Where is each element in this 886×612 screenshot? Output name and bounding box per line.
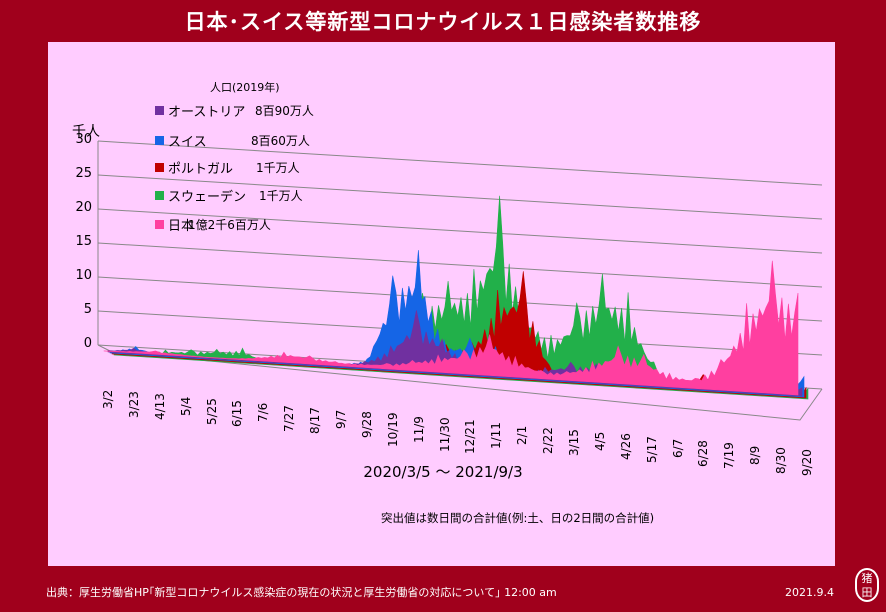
y-tick-label: 10 — [75, 268, 92, 283]
legend-population: 1千万人 — [259, 189, 303, 203]
legend-item: スイス 8百60万人 — [155, 131, 310, 150]
gridline-30 — [97, 140, 823, 186]
x-tick-label: 9/28 — [359, 411, 374, 439]
chart-grid — [97, 140, 823, 421]
legend-swatch — [155, 136, 164, 145]
gridline-10 — [97, 276, 823, 322]
chart-panel — [48, 42, 835, 566]
legend-item: ポルトガル 1千万人 — [155, 158, 300, 177]
x-tick-label: 3/2 — [101, 389, 115, 409]
legend-item: スウェーデン 1千万人 — [155, 186, 303, 205]
x-tick-label: 4/5 — [592, 431, 607, 452]
period-label: 2020/3/5 ～ 2021/9/3 — [363, 463, 523, 481]
x-tick-label: 2/22 — [541, 426, 556, 454]
series-area-4 — [103, 260, 799, 396]
legend-series-name: スウェーデン — [168, 190, 247, 205]
legend-swatch — [155, 220, 164, 229]
x-tick-label: 3/15 — [567, 429, 581, 456]
legend-swatch — [155, 106, 164, 115]
legend-series-name: オーストリア — [168, 105, 246, 120]
x-tick-label: 11/30 — [437, 417, 452, 452]
legend-swatch — [155, 163, 164, 172]
source-text: 出典：厚生労働省HP｢新型コロナウイルス感染症の現在の状況と厚生労働省の対応につ… — [46, 586, 557, 599]
legend-series-name: スイス — [168, 135, 207, 150]
legend-population: 8百60万人 — [251, 134, 310, 148]
x-tick-label: 4/13 — [152, 393, 167, 421]
gridline-15 — [97, 242, 823, 288]
x-tick-label: 9/7 — [334, 409, 348, 429]
chart-series — [103, 195, 809, 400]
x-tick-label: 12/21 — [463, 419, 478, 455]
legend-population: 8百90万人 — [255, 104, 314, 118]
y-tick-label: 15 — [75, 234, 92, 249]
x-tick-label: 10/19 — [385, 412, 400, 448]
y-tick-label: 25 — [75, 166, 92, 181]
note-text: 突出値は数日間の合計値(例:土、日の2日間の合計値) — [381, 511, 655, 525]
legend-population: 1億2千6百万人 — [188, 218, 271, 232]
y-axis-unit: 千人 — [72, 124, 100, 140]
x-tick-label: 7/6 — [256, 403, 271, 423]
x-tick-label: 1/11 — [489, 422, 504, 450]
x-tick-label: 2/1 — [515, 425, 530, 445]
x-tick-label: 11/9 — [411, 415, 426, 443]
legend-series-name: 日本 — [168, 219, 195, 234]
y-tick-label: 5 — [83, 302, 92, 317]
legend-series-name: ポルトガル — [168, 162, 234, 177]
legend-header: 人口(2019年) — [210, 81, 280, 94]
x-tick-label: 5/25 — [204, 397, 219, 425]
y-tick-label: 0 — [83, 336, 92, 351]
y-tick-label: 20 — [75, 200, 92, 215]
gridline-25 — [97, 174, 823, 220]
legend-population: 1千万人 — [256, 161, 300, 175]
x-tick-label: 4/26 — [618, 433, 633, 461]
x-tick-label: 5/4 — [178, 396, 193, 416]
gridline-20 — [97, 208, 823, 254]
x-tick-label: 5/17 — [644, 435, 659, 463]
y-tick-label: 30 — [75, 132, 92, 147]
x-tick-label: 3/23 — [126, 391, 141, 419]
x-tick-label: 7/27 — [282, 404, 297, 432]
x-tick-label: 6/15 — [230, 400, 245, 428]
x-tick-label: 6/7 — [670, 438, 685, 458]
page-title: 日本･スイス等新型コロナウイルス１日感染者数推移 — [184, 10, 702, 34]
seal-stamp: 猪田 — [855, 568, 879, 602]
x-tick-label: 8/17 — [308, 406, 323, 434]
legend-item: 日本 1億2千6百万人 — [155, 215, 271, 234]
legend-swatch — [155, 191, 164, 200]
date-text: 2021.9.4 — [785, 586, 834, 599]
legend-item: オーストリア 8百90万人 — [155, 101, 314, 120]
chart-floor — [97, 344, 823, 421]
